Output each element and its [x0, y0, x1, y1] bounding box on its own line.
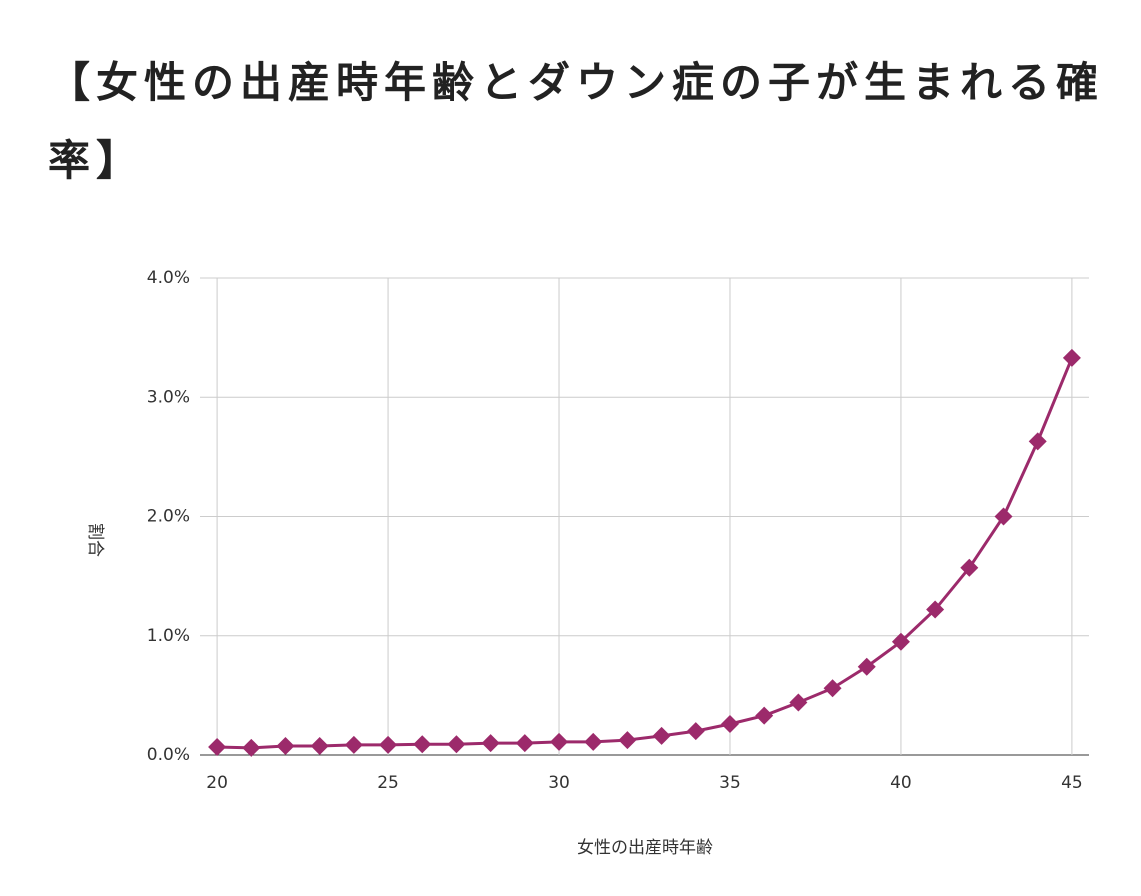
x-tick-label: 35: [719, 773, 741, 793]
data-point: [823, 679, 842, 698]
y-tick-label: 3.0%: [147, 387, 190, 407]
data-point: [686, 722, 705, 741]
data-point: [891, 632, 910, 651]
chart-title: 【女性の出産時年齢とダウン症の子が生まれる確率】: [48, 58, 1105, 185]
y-axis-label: 割合: [85, 523, 105, 557]
x-tick-label: 25: [377, 773, 399, 793]
data-point: [926, 600, 945, 619]
data-point: [584, 732, 603, 751]
x-tick-label: 45: [1061, 773, 1083, 793]
data-point: [276, 737, 295, 756]
y-tick-label: 4.0%: [147, 268, 190, 288]
data-point: [481, 734, 500, 753]
data-line: [217, 357, 1074, 750]
data-point: [755, 706, 774, 725]
y-tick-label: 2.0%: [147, 507, 190, 527]
x-tick-label: 20: [206, 773, 228, 793]
data-point: [344, 735, 363, 754]
data-point: [1062, 348, 1081, 367]
data-point: [208, 738, 227, 757]
data-point: [310, 737, 329, 756]
data-point: [857, 657, 876, 676]
data-point: [447, 735, 466, 754]
data-point: [994, 507, 1013, 526]
data-point: [652, 726, 671, 745]
data-point: [379, 735, 398, 754]
y-tick-label: 1.0%: [147, 626, 190, 646]
y-tick-label: 0.0%: [147, 745, 190, 765]
x-tick-label: 30: [548, 773, 570, 793]
data-point: [618, 731, 637, 750]
data-point: [1028, 432, 1047, 451]
x-tick-label: 40: [890, 773, 912, 793]
data-point: [789, 693, 808, 712]
data-point: [960, 558, 979, 577]
x-axis-label: 女性の出産時年齢: [577, 838, 713, 858]
data-point: [720, 714, 739, 733]
data-point: [413, 735, 432, 754]
data-point: [550, 732, 569, 751]
data-point: [515, 734, 534, 753]
data-point: [242, 738, 261, 757]
